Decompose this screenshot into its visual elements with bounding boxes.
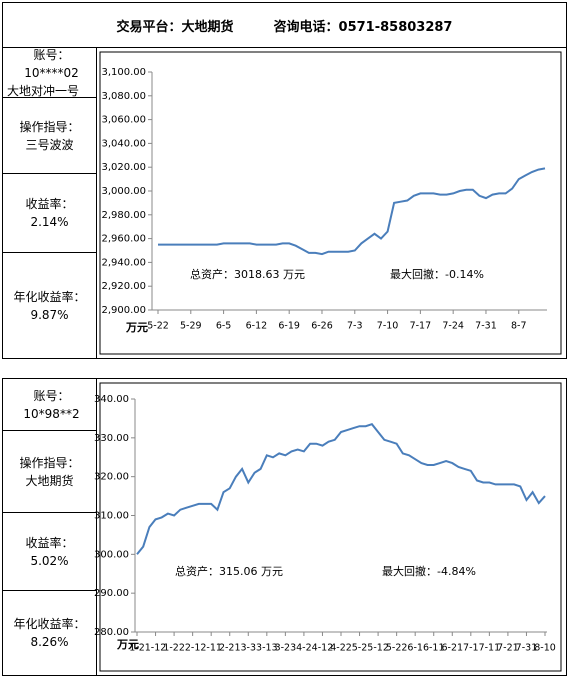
y-tick-label: 3,020.00 [101,162,146,173]
account: 账号：10****02 [24,47,79,80]
y-tick-label: 300.00 [94,549,129,560]
x-tick-label: 4-12 [312,643,334,654]
y-tick-label: 320.00 [94,472,129,483]
x-tick-label: 6-19 [278,321,300,332]
x-tick-label: 1-22 [163,643,185,654]
x-tick-label: 7-21 [497,643,519,654]
x-tick-label: 6-21 [441,643,463,654]
phone: 咨询电话：0571-85803287 [273,19,453,35]
y-tick-label: 3,080.00 [101,91,146,102]
chart-frame [99,51,562,355]
line-series [136,423,546,555]
x-tick-label: 7-10 [377,321,399,332]
x-tick-label: 1-12 [145,643,167,654]
x-tick-label: 5-12 [367,643,389,654]
x-tick-label: 5-22 [147,321,169,332]
annotation: 总资产：315.06 万元 [175,564,283,578]
x-tick-label: 5-2 [352,643,368,654]
x-tick-label: 7-17 [410,321,432,332]
y-tick-label: 2,940.00 [101,257,146,268]
guide: 大地期货 [25,473,74,488]
x-unit: 万元 [125,321,148,334]
y-tick-label: 2,960.00 [101,234,146,245]
y-tick-label: 3,100.00 [101,67,146,78]
x-tick-label: 6-5 [216,321,232,332]
x-tick-label: 6-11 [423,643,445,654]
annotation: 总资产：3018.63 万元 [190,267,305,281]
x-tick-label: 8-10 [534,643,556,654]
account: 账号：10*98**2 [23,388,80,421]
annual-label: 年化收益率： [13,617,86,631]
x-tick-label: 6-1 [407,643,423,654]
guide: 三号波波 [25,137,74,152]
account-name: 大地对冲一号 [7,83,80,98]
y-tick-label: 330.00 [94,433,129,444]
x-tick-label: 1-2 [129,643,145,654]
x-tick-label: 2-1 [185,643,201,654]
annual-cell: 年化收益率： 8.26% [2,590,97,676]
x-tick-label: 2-21 [219,643,241,654]
y-tick-label: 3,060.00 [101,115,146,126]
x-tick-label: 3-13 [256,643,278,654]
annual: 9.87% [30,307,69,322]
y-tick-label: 340.00 [94,394,129,405]
x-tick-label: 6-26 [311,321,333,332]
y-tick-label: 280.00 [94,627,129,638]
x-tick-label: 4-2 [296,643,312,654]
x-tick-label: 5-29 [180,321,202,332]
platform: 交易平台：大地期货 [116,19,234,35]
x-tick-label: 7-11 [479,643,501,654]
x-tick-label: 6-12 [246,321,268,332]
return-label: 收益率： [25,197,74,211]
x-tick-label: 7-3 [347,321,363,332]
x-unit: 万元 [116,638,139,651]
annual: 8.26% [30,635,69,649]
x-tick-label: 5-22 [386,643,408,654]
return: 5.02% [30,553,69,568]
chart-frame [99,382,562,672]
y-tick-label: 3,040.00 [101,138,146,149]
return: 2.14% [30,215,69,229]
annotation: 最大回撤：-0.14% [390,267,484,281]
return-label: 收益率： [25,535,74,550]
x-tick-label: 2-11 [200,643,222,654]
line-series [158,167,546,256]
guide-label: 操作指导： [19,455,80,470]
x-tick-label: 7-1 [463,643,479,654]
return-cell: 收益率： 2.14% [2,173,97,253]
x-tick-label: 7-31 [516,643,538,654]
x-tick-label: 3-3 [241,643,257,654]
x-tick-label: 7-31 [475,321,497,332]
y-tick-label: 3,000.00 [101,186,146,197]
y-tick-label: 290.00 [94,588,129,599]
x-tick-label: 7-24 [442,321,464,332]
y-tick-label: 2,900.00 [101,305,146,316]
y-tick-label: 310.00 [94,511,129,522]
y-tick-label: 2,980.00 [101,210,146,221]
annotation: 最大回撤：-4.84% [382,564,476,578]
guide-label: 操作指导： [19,119,80,134]
y-tick-label: 2,920.00 [101,281,146,292]
x-tick-label: 4-22 [330,643,352,654]
account-cell: 账号：10****02 大地对冲一号 [2,47,97,98]
annual-label: 年化收益率： [13,289,86,304]
x-tick-label: 3-23 [275,643,297,654]
x-tick-label: 8-7 [511,321,527,332]
annual-cell: 年化收益率： 9.87% [2,252,97,359]
